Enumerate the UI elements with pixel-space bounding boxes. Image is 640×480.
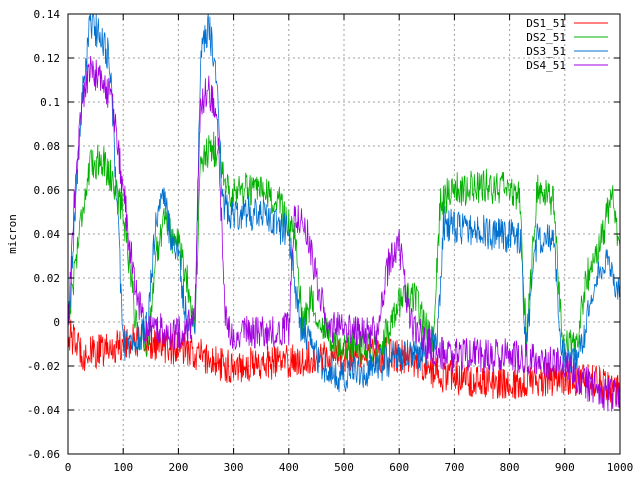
x-tick-label: 100 [113,461,133,474]
y-axis-label: micron [6,214,19,254]
x-tick-label: 300 [224,461,244,474]
x-tick-label: 800 [500,461,520,474]
y-tick-label: 0.12 [34,52,61,65]
x-tick-label: 400 [279,461,299,474]
y-tick-label: 0 [53,316,60,329]
y-tick-label: 0.1 [40,96,60,109]
series-lines [67,13,621,412]
legend-label: DS4_51 [526,59,566,72]
x-tick-label: 600 [389,461,409,474]
y-tick-label: 0.08 [34,140,61,153]
legend-label: DS1_51 [526,17,566,30]
y-tick-label: -0.04 [27,404,60,417]
x-tick-label: 1000 [607,461,634,474]
y-tick-label: -0.02 [27,360,60,373]
x-tick-label: 0 [65,461,72,474]
y-tick-label: -0.06 [27,448,60,461]
x-tick-label: 900 [555,461,575,474]
series-line-ds4-51 [67,55,621,412]
x-tick-label: 500 [334,461,354,474]
legend-label: DS3_51 [526,45,566,58]
y-axis-ticks: -0.06 -0.04 -0.02 0 0.02 0.04 0.06 0.08 0.1 0.12 0… [27,8,620,461]
series-line-ds3-51 [67,13,621,393]
y-tick-label: 0.06 [34,184,61,197]
legend-label: DS2_51 [526,31,566,44]
x-axis-ticks: 0 100 200 300 400 500 600 700 800 900 1000 [65,14,634,474]
y-tick-label: 0.02 [34,272,61,285]
x-tick-label: 200 [168,461,188,474]
x-tick-label: 700 [444,461,464,474]
y-tick-label: 0.14 [34,8,61,21]
y-tick-label: 0.04 [34,228,61,241]
